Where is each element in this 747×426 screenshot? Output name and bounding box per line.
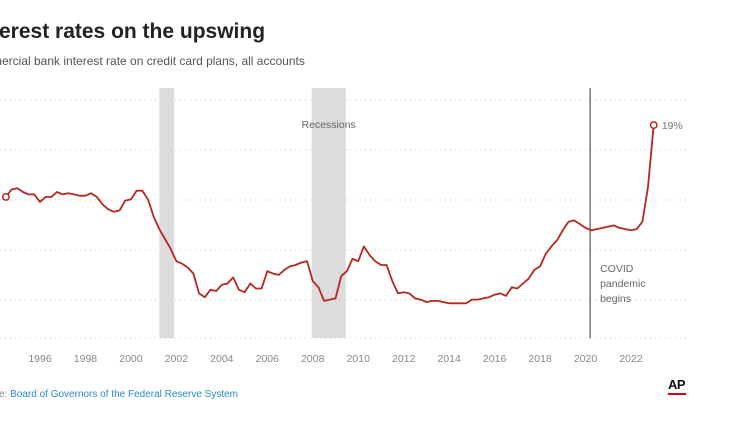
x-tick-label: 2002 xyxy=(165,353,189,365)
event-label: COVID xyxy=(600,263,634,275)
recession-band xyxy=(159,88,175,338)
event-markers: COVID pandemic begins xyxy=(589,88,646,338)
x-tick-label: 2012 xyxy=(392,353,416,365)
x-tick-label: 1998 xyxy=(74,353,98,365)
x-tick-label: 2006 xyxy=(256,353,280,365)
chart-title: terest rates on the upswing xyxy=(0,20,266,43)
recession-band xyxy=(311,88,346,338)
series-end-point xyxy=(649,121,658,130)
source-note: ce: Board of Governors of the Federal Re… xyxy=(0,389,238,400)
series-line xyxy=(5,124,655,305)
end-value-label: 19% xyxy=(662,120,683,132)
chart-subtitle: mercial bank interest rate on credit car… xyxy=(0,54,305,68)
gridlines xyxy=(0,99,690,339)
series-start-point xyxy=(1,192,10,201)
x-tick-label: 2004 xyxy=(210,353,234,365)
ap-logo-underline xyxy=(668,393,686,395)
x-tick-label: 2010 xyxy=(347,353,371,365)
x-tick-label: 2008 xyxy=(301,353,325,365)
ap-logo: AP xyxy=(668,377,686,392)
x-tick-label: 2018 xyxy=(528,353,552,365)
series-lines: 19% xyxy=(1,120,683,305)
x-tick-label: 2020 xyxy=(574,353,598,365)
x-tick-label: 2000 xyxy=(119,353,143,365)
x-tick-label: 1996 xyxy=(28,353,52,365)
x-axis-ticks: 1996 1998 2000 2002 2004 2006 2008 2010 2012 2014… xyxy=(28,353,643,365)
recession-label: Recessions xyxy=(302,119,356,131)
event-label: pandemic xyxy=(600,278,646,290)
source-link[interactable]: Board of Governors of the Federal Reserv… xyxy=(10,389,239,400)
source-prefix: ce: xyxy=(0,389,8,400)
event-label: begins xyxy=(600,293,631,305)
x-tick-label: 2014 xyxy=(437,353,461,365)
x-tick-label: 2016 xyxy=(483,353,507,365)
x-tick-label: 2022 xyxy=(619,353,643,365)
